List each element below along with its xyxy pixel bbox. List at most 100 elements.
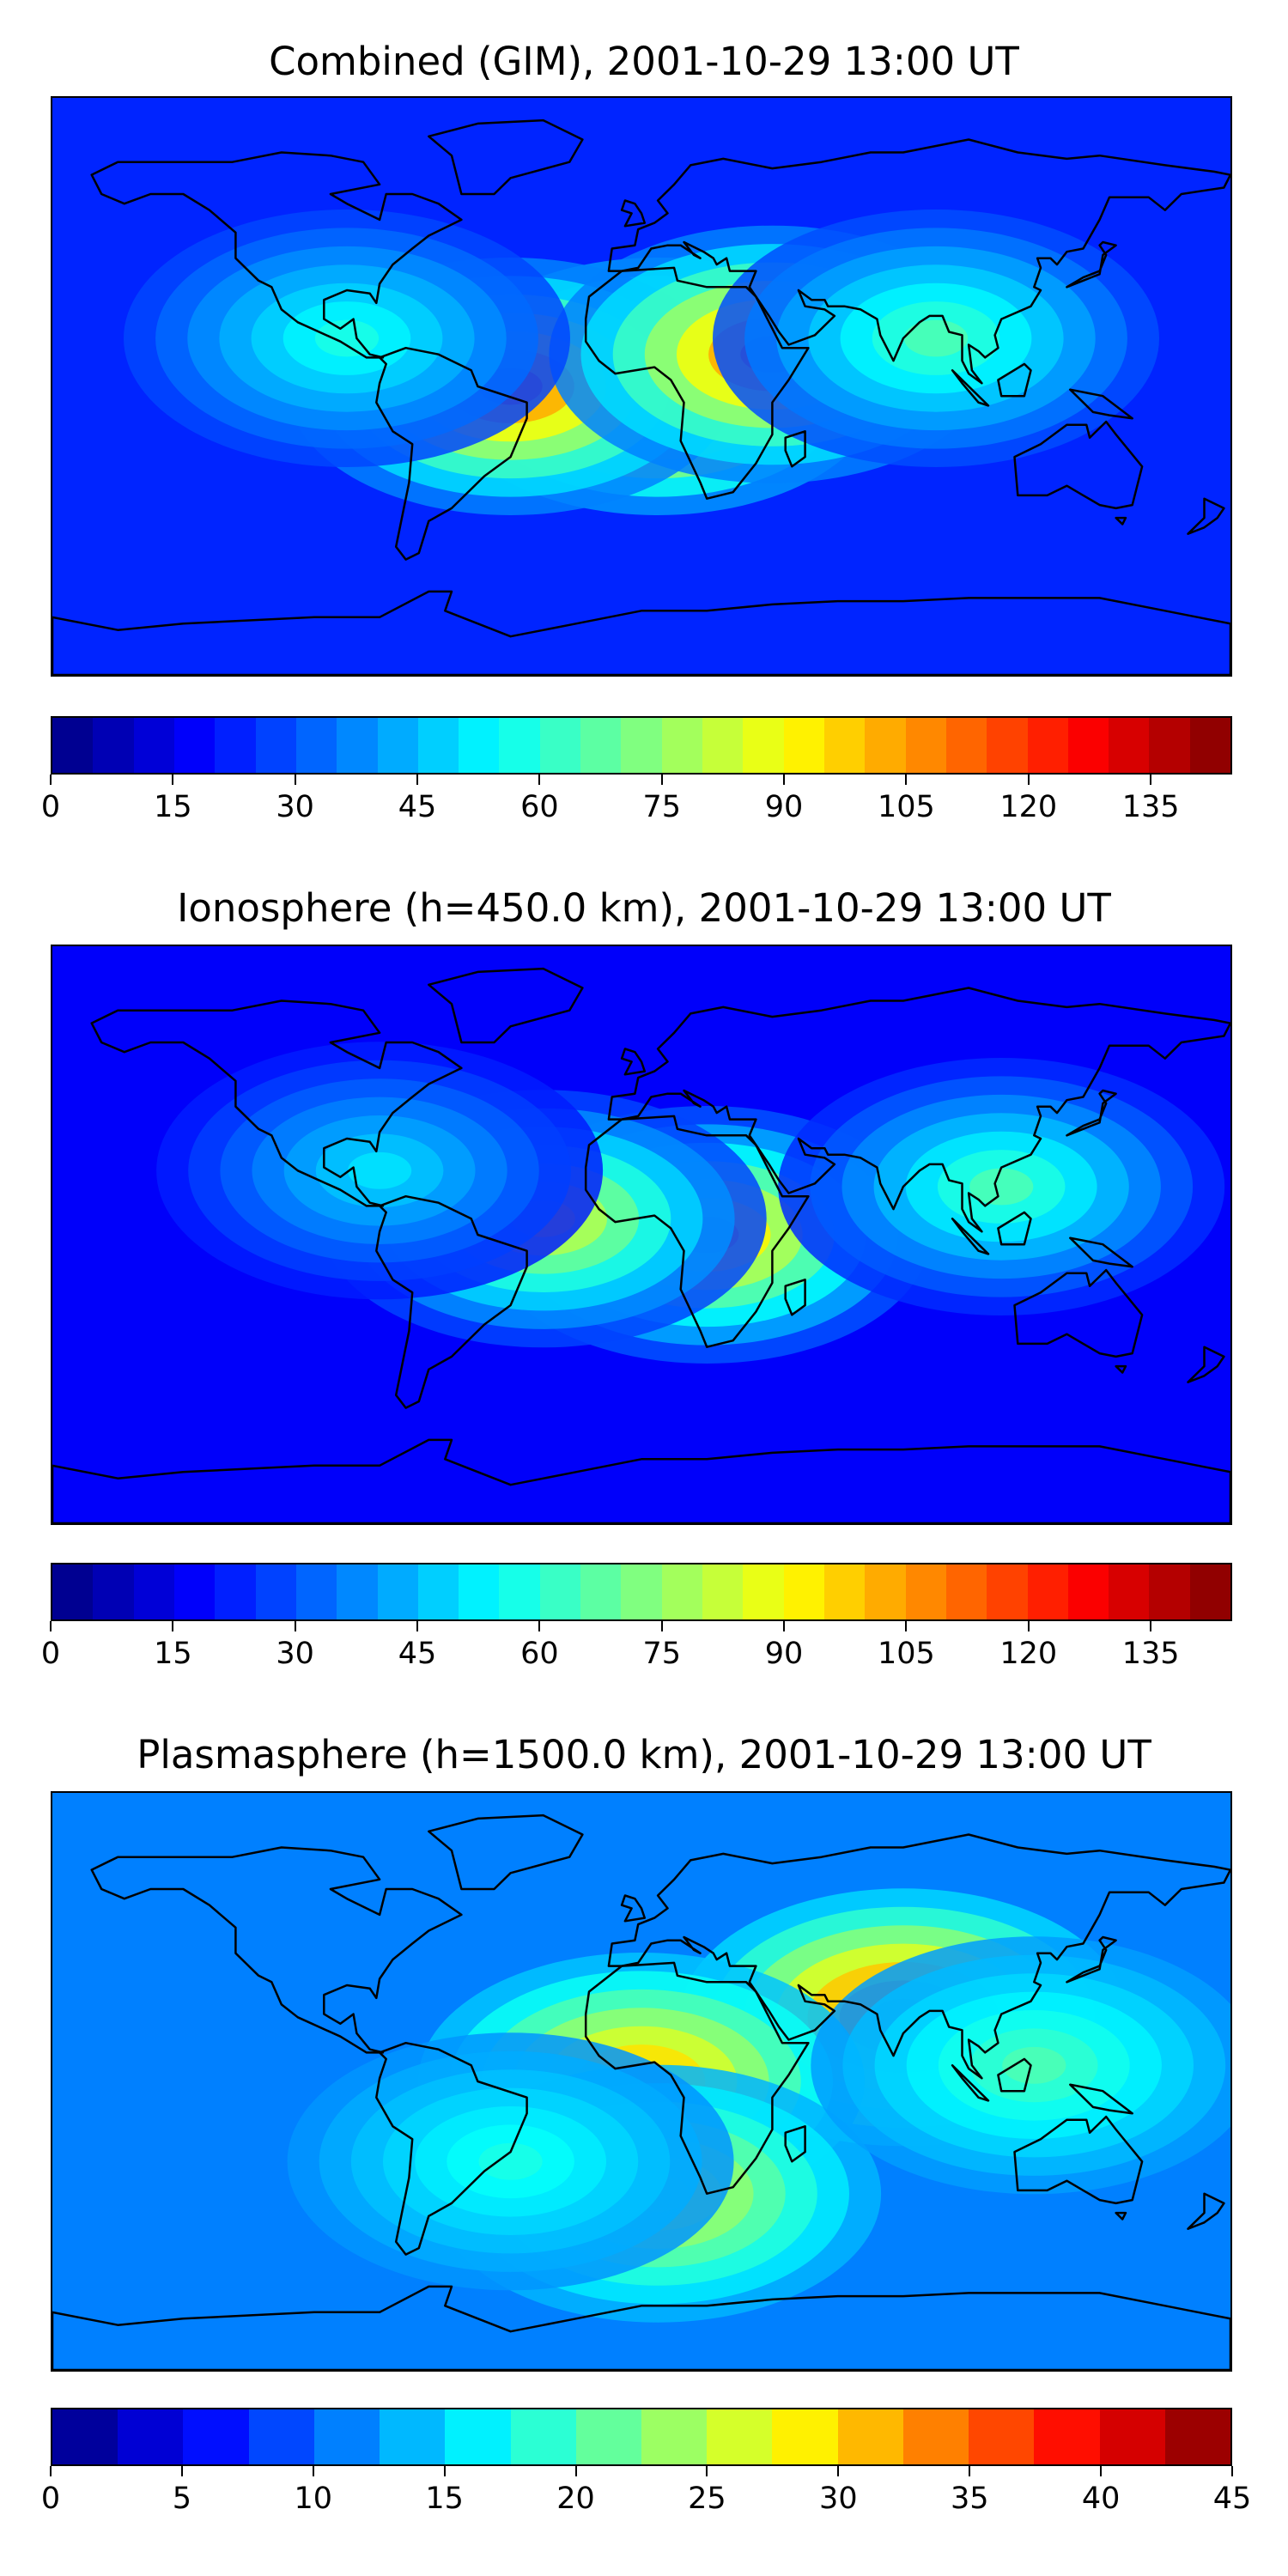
coastline (1115, 1364, 1127, 1374)
colorbar-tick (574, 2466, 577, 2476)
colorbar-segment (783, 718, 824, 773)
colorbar-segment (1027, 1564, 1068, 1619)
colorbar-tick-label: 15 (154, 790, 192, 824)
coastline (607, 987, 1230, 1233)
coastline (997, 362, 1032, 398)
colorbar-tick-label: 90 (764, 790, 804, 824)
colorbar-segment (133, 718, 174, 773)
colorbar-tick-label: 45 (398, 1637, 437, 1671)
coastline (428, 118, 584, 196)
colorbar-tick-label: 135 (1121, 1637, 1180, 1671)
colorbar-segment (905, 1564, 946, 1619)
coastline (1115, 2211, 1127, 2221)
map-title: Ionosphere (h=450.0 km), 2001-10-29 13:0… (177, 885, 1111, 931)
colorbar-tick (1231, 2466, 1233, 2476)
colorbar-segment (945, 1564, 987, 1619)
colorbar-tick-label: 5 (172, 2482, 192, 2516)
colorbar-tick-label: 45 (1212, 2482, 1252, 2516)
colorbar-tick-label: 30 (276, 1637, 314, 1671)
colorbar-tick (312, 2466, 314, 2476)
colorbar-segment (93, 1564, 134, 1619)
colorbar-segment (1189, 718, 1231, 773)
colorbar-segment (313, 2409, 380, 2464)
colorbar-segment (823, 718, 866, 773)
colorbar-tick (172, 1621, 174, 1631)
colorbar-segment (1027, 718, 1068, 773)
colorbar-tick-label: 40 (1081, 2482, 1121, 2516)
colorbar-segment (499, 1564, 540, 1619)
colorbar-segment (969, 2409, 1035, 2464)
colorbar-segment (580, 718, 622, 773)
colorbar-tick (969, 2466, 971, 2476)
colorbar-segment (380, 2409, 446, 2464)
colorbar-segment (702, 718, 744, 773)
colorbar-tick-label: 120 (999, 1637, 1058, 1671)
colorbar-segment (539, 718, 581, 773)
colorbar-segment (865, 718, 906, 773)
colorbar-segment (1149, 718, 1190, 773)
colorbar-segment (377, 718, 418, 773)
colorbar-segment (337, 718, 378, 773)
field-contour (903, 319, 969, 357)
colorbar-tick (443, 2466, 446, 2476)
colorbar-segment (52, 1564, 94, 1619)
map-canvas (52, 946, 1230, 1523)
colorbar-tick (180, 2466, 183, 2476)
coastline (375, 346, 528, 561)
coastline (1013, 1268, 1144, 1358)
colorbar-segment (865, 1564, 906, 1619)
colorbar-ticks-plasmasphere: 0 5 10 15 20 25 30 35 40 45 (41, 2466, 1251, 2518)
coastline (584, 1961, 810, 2195)
coastline (620, 199, 647, 228)
colorbar-segment (1067, 718, 1109, 773)
colorbar-tick-label: 35 (950, 2482, 989, 2516)
coastline (1187, 1346, 1225, 1383)
colorbar-tick (1150, 1621, 1152, 1631)
colorbar-tick (1100, 2466, 1103, 2476)
colorbar-segment (445, 2409, 511, 2464)
colorbar-segment (377, 1564, 418, 1619)
coastline (1187, 2192, 1225, 2230)
colorbar-tick-label: 90 (764, 1637, 804, 1671)
coastline (90, 1846, 463, 2054)
colorbar-tick-label: 25 (688, 2482, 726, 2516)
colorbar-segment (118, 2409, 184, 2464)
coastline (584, 266, 810, 500)
colorbar-segment (702, 1564, 744, 1619)
map-canvas (52, 98, 1230, 675)
colorbar-segment (1189, 1564, 1231, 1619)
colorbar-tick (50, 775, 52, 785)
coastline (428, 967, 584, 1044)
colorbar-segment (417, 1564, 459, 1619)
colorbar-tick-label: 105 (878, 790, 935, 824)
colorbar-ticks-ionosphere: 0 15 30 45 60 75 90 105 120 135 (41, 1621, 1232, 1673)
colorbar-segment (945, 718, 987, 773)
coastline (997, 1211, 1032, 1246)
field-contour (1002, 2046, 1066, 2084)
coastline (1115, 516, 1127, 526)
colorbar-segment (661, 1564, 702, 1619)
coastline (784, 2125, 806, 2163)
colorbar-segment (295, 718, 337, 773)
coastline (784, 430, 806, 468)
coastline (951, 1218, 990, 1255)
colorbar-tick (1150, 775, 1152, 785)
colorbar-segment (183, 2409, 249, 2464)
colorbar-segment (1164, 2409, 1230, 2464)
colorbar-segment (641, 2409, 708, 2464)
colorbar-segment (580, 1564, 622, 1619)
colorbar-segment (93, 718, 134, 773)
colorbar-segment (1149, 1564, 1190, 1619)
colorbar-tick-label: 135 (1121, 790, 1180, 824)
colorbar-tick-label: 0 (40, 1637, 61, 1671)
colorbar-tick (1027, 775, 1030, 785)
colorbar-segment (539, 1564, 581, 1619)
colorbar-segment (987, 718, 1028, 773)
colorbar-tick-label: 0 (40, 790, 61, 824)
colorbar-tick-label: 30 (276, 790, 314, 824)
colorbar-segment (173, 718, 216, 773)
colorbar-tick (294, 775, 296, 785)
field-contour (314, 319, 380, 357)
colorbar-segment (837, 2409, 903, 2464)
map-canvas (52, 1793, 1230, 2370)
